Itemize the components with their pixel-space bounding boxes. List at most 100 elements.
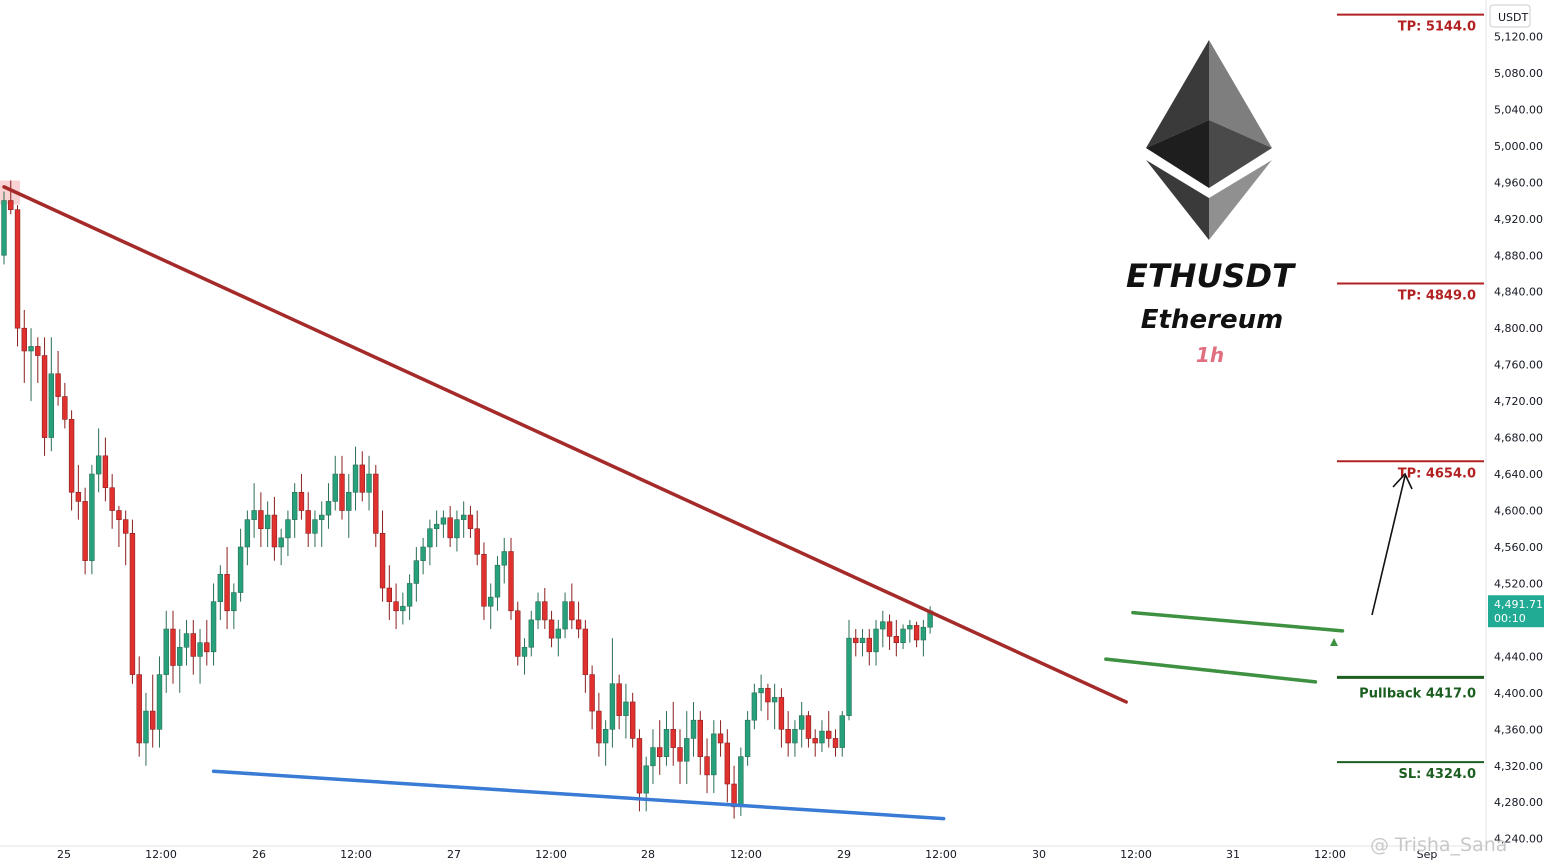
candle [853, 629, 859, 657]
candle [663, 711, 670, 766]
candle [319, 501, 325, 547]
candle [758, 674, 764, 712]
trendline-flag-bottom[interactable] [1104, 657, 1318, 684]
candle [494, 556, 501, 611]
candle [291, 483, 298, 538]
timeframe-label: 1h [1196, 343, 1224, 367]
candle [623, 683, 629, 739]
candle [393, 583, 399, 630]
candle [366, 455, 372, 511]
time-tick-label: 12:00 [145, 848, 177, 861]
candle [271, 496, 278, 561]
candle [602, 720, 609, 766]
symbol-title: ETHUSDT [1126, 257, 1296, 295]
level-sl-4324-0[interactable]: SL: 4324.0 [1337, 761, 1484, 782]
candle [535, 592, 541, 630]
last-price-value: 4,491.71 [1494, 598, 1543, 611]
candle [582, 619, 589, 693]
candle [474, 510, 480, 566]
level-label: TP: 4654.0 [1398, 466, 1476, 481]
candle [55, 350, 61, 406]
candle [237, 528, 244, 602]
time-tick-label: 12:00 [340, 848, 372, 861]
candle [102, 437, 109, 502]
candle [744, 711, 751, 766]
price-tick-label: 4,400.00 [1494, 687, 1543, 700]
level-tp-4849-0[interactable]: TP: 4849.0 [1337, 282, 1484, 304]
candle [569, 583, 575, 630]
candle [82, 487, 88, 575]
watermark: @ Trisha_Sana [1370, 834, 1507, 856]
price-tick-label: 4,360.00 [1494, 723, 1543, 736]
candle [359, 451, 365, 502]
price-tick-label: 4,280.00 [1494, 796, 1543, 809]
price-tick-label: 4,600.00 [1494, 505, 1543, 518]
time-tick-label: 30 [1032, 848, 1046, 861]
candle [873, 619, 879, 666]
price-tick-label: 4,920.00 [1494, 213, 1543, 226]
candle [312, 510, 318, 547]
candle [1, 191, 7, 265]
candle [136, 656, 142, 757]
candle [893, 619, 900, 657]
candle [454, 510, 460, 552]
time-tick-label: 25 [57, 848, 71, 861]
candle [596, 692, 602, 757]
candle [650, 729, 656, 785]
time-tick-label: 12:00 [925, 848, 957, 861]
candle [467, 505, 474, 538]
price-tick-label: 4,520.00 [1494, 577, 1543, 590]
time-axis[interactable]: 25 12:00 26 12:00 27 12:00 28 12:00 29 12:00 30 12:… [0, 845, 1486, 861]
candle [231, 583, 237, 630]
candle [95, 428, 102, 493]
candle [616, 674, 622, 730]
trendline-support[interactable] [211, 769, 946, 821]
candle [197, 629, 203, 684]
candle [258, 492, 264, 547]
candle [501, 537, 507, 584]
candle [859, 629, 866, 657]
level-tp-5144-0[interactable]: TP: 5144.0 [1337, 13, 1484, 35]
time-tick-label: 26 [252, 848, 266, 861]
candle [508, 537, 514, 620]
candle [575, 601, 582, 639]
countdown-value: 00:10 [1494, 612, 1526, 625]
time-tick-label: Sep [1417, 848, 1438, 861]
time-tick-label: 12:00 [1120, 848, 1152, 861]
candles-layer [1, 180, 933, 819]
level-tp-4654-0[interactable]: TP: 4654.0 [1337, 460, 1484, 481]
price-axis[interactable]: 5,120.00 5,080.00 5,040.00 5,000.00 4,960.00… [1485, 0, 1544, 868]
candle [8, 180, 14, 215]
last-price-label: 4,491.71 00:10 [1488, 595, 1544, 628]
candle [150, 674, 156, 748]
candle [866, 629, 872, 666]
price-tick-label: 4,800.00 [1494, 322, 1543, 335]
candle [332, 455, 338, 511]
candle [447, 505, 453, 547]
price-tick-label: 4,720.00 [1494, 395, 1543, 408]
price-tick-label: 4,760.00 [1494, 359, 1543, 372]
trendline-flag-top[interactable] [1131, 610, 1345, 633]
level-pullback-4417-0[interactable]: Pullback 4417.0 [1337, 675, 1484, 701]
candle [528, 610, 534, 657]
candle [224, 546, 230, 630]
candle [542, 588, 548, 630]
candle [35, 337, 41, 383]
candle [684, 711, 690, 785]
candle [116, 505, 122, 547]
candle [481, 542, 487, 620]
candle [677, 729, 683, 785]
candle [562, 592, 568, 639]
time-tick-label: 12:00 [535, 848, 567, 861]
candle [886, 614, 893, 650]
candle [629, 692, 636, 748]
candle [427, 519, 433, 566]
price-tick-label: 4,560.00 [1494, 541, 1543, 554]
price-tick-label: 5,120.00 [1494, 30, 1543, 43]
candle [109, 474, 115, 529]
candle [285, 510, 291, 557]
level-label: Pullback 4417.0 [1359, 686, 1476, 701]
trendline-resistance[interactable] [2, 185, 1128, 704]
candle [170, 610, 176, 684]
candle [62, 382, 68, 429]
